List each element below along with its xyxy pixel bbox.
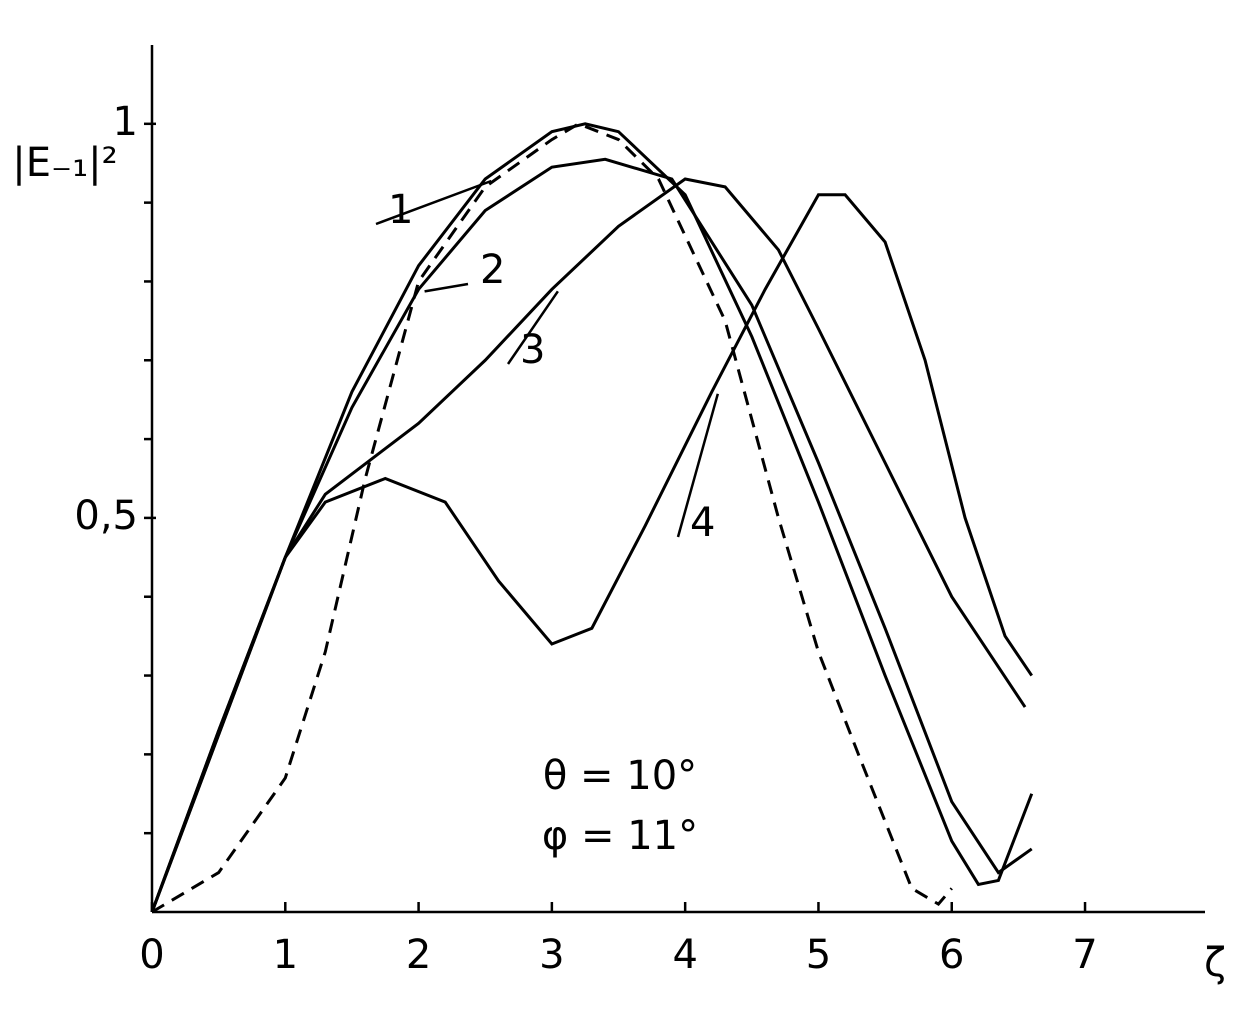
x-tick-label: 5 (806, 932, 831, 978)
curve (150, 193, 1033, 913)
y-axis-label: |E₋₁|² (12, 140, 117, 186)
curve-label: 1 (388, 187, 413, 233)
x-tick-label: 6 (939, 932, 964, 978)
curve (150, 177, 1027, 913)
x-tick-label: 0 (139, 932, 164, 978)
leader-line (506, 290, 559, 365)
curve-label: 2 (480, 247, 505, 293)
curve-label: 3 (520, 327, 545, 373)
x-axis-label: ζ (1204, 940, 1226, 986)
annotation: θ = 10° (543, 753, 697, 799)
leader-line (375, 179, 492, 226)
curve-label: 4 (690, 500, 715, 546)
leader-line (424, 282, 469, 293)
y-tick-label: 0,5 (74, 493, 138, 539)
curve (150, 122, 1034, 913)
x-tick-label: 1 (273, 932, 298, 978)
x-tick-label: 4 (672, 932, 697, 978)
x-tick-label: 7 (1072, 932, 1097, 978)
x-tick-label: 3 (539, 932, 564, 978)
curve (150, 157, 1033, 913)
annotation: φ = 11° (542, 813, 698, 859)
curve (151, 122, 953, 914)
x-tick-label: 2 (406, 932, 431, 978)
y-tick-label: 1 (113, 99, 138, 145)
leader-line (676, 393, 720, 538)
